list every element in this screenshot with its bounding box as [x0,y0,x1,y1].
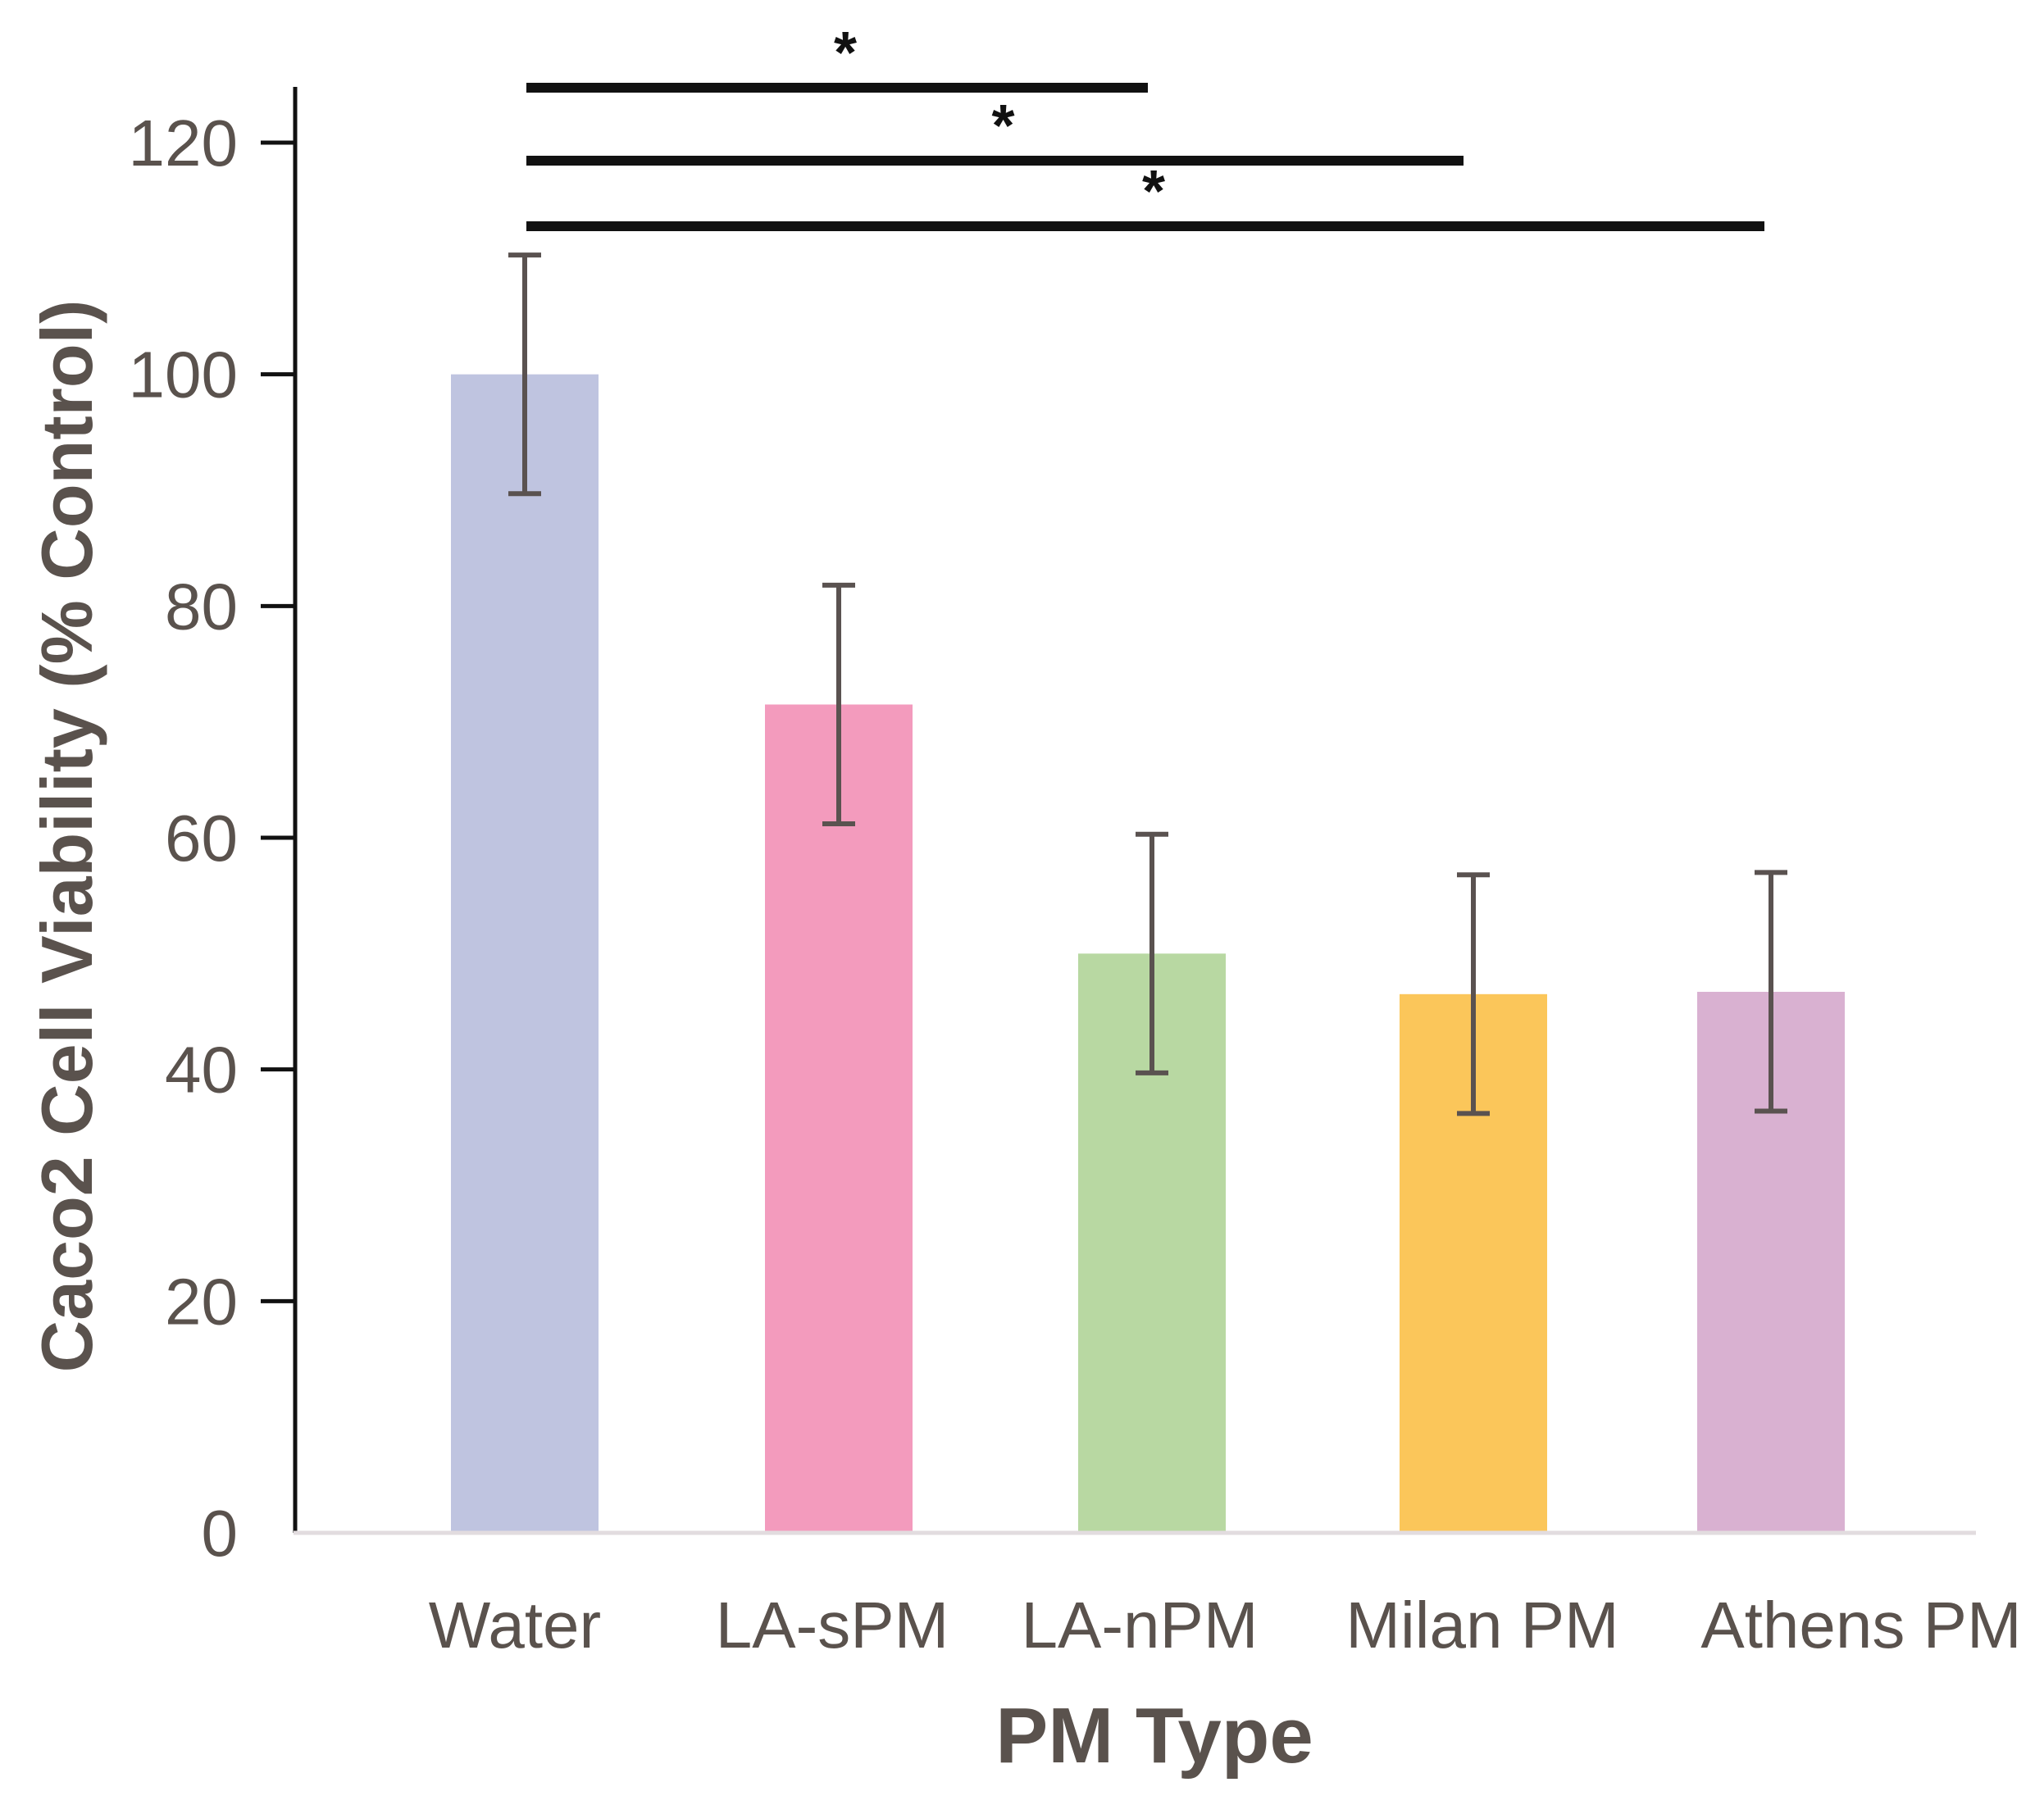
y-tick-label-100: 100 [129,339,238,411]
y-tick-label-0: 0 [202,1497,239,1570]
y-axis-title: Caco2 Cell Viability (% Control) [26,300,107,1373]
x-tick-label-la-npm: LA-nPM [1022,1589,1259,1662]
significance-bracket-2: * [526,93,1464,166]
error-bar-la-spm [822,582,855,827]
y-tick-label-20: 20 [165,1265,238,1338]
bar-la-spm [765,704,913,1533]
x-tick-label-athens-pm: Athens PM [1700,1589,2021,1662]
bar-water [451,374,599,1534]
x-tick-label-water: Water [429,1589,601,1662]
significance-star-2: * [991,93,1014,159]
significance-bracket-3: * [526,159,1764,231]
error-bar-water [508,252,541,497]
x-tick-label-la-spm: LA-sPM [716,1589,949,1662]
x-axis-tick-labels: Water LA-sPM LA-nPM Milan PM Athens PM [429,1589,2022,1662]
error-bar-la-npm [1136,831,1168,1075]
significance-star-3: * [1142,159,1165,225]
y-tick-label-80: 80 [165,570,238,643]
bars [451,374,1845,1534]
error-bar-milan-pm [1457,872,1490,1116]
error-bars [508,252,1787,1116]
x-tick-label-milan-pm: Milan PM [1345,1589,1618,1662]
error-bar-athens-pm [1755,870,1787,1114]
y-tick-label-60: 60 [165,802,238,875]
significance-brackets: * * * [526,20,1764,231]
x-axis-title: PM Type [995,1692,1313,1780]
y-tick-label-40: 40 [165,1034,238,1107]
y-tick-label-120: 120 [129,107,238,180]
significance-star-1: * [834,20,857,86]
significance-bracket-1: * [526,20,1148,93]
y-axis-ticks: 0 20 40 60 80 100 120 [129,107,295,1570]
